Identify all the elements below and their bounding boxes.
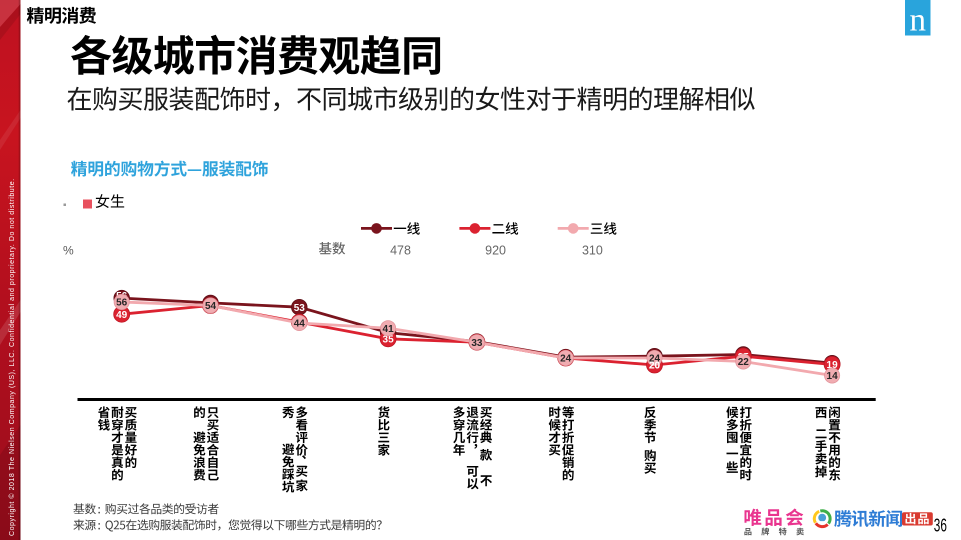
svg-text:56: 56	[116, 298, 128, 309]
svg-text:53: 53	[294, 303, 306, 314]
svg-text:478: 478	[390, 244, 411, 258]
svg-text:n: n	[909, 3, 926, 39]
svg-text:41: 41	[383, 324, 395, 335]
svg-text:14: 14	[827, 371, 839, 382]
svg-text:20: 20	[649, 361, 661, 372]
svg-text:22: 22	[738, 357, 750, 368]
svg-text:24: 24	[649, 354, 661, 365]
svg-text:310: 310	[582, 244, 603, 258]
svg-text:19: 19	[827, 360, 839, 371]
svg-text:49: 49	[116, 310, 128, 321]
svg-text:36: 36	[934, 516, 947, 536]
svg-text:Copyright © 2018 The Nielsen C: Copyright © 2018 The Nielsen Company (US…	[8, 178, 16, 536]
svg-text:44: 44	[294, 319, 306, 330]
svg-text:%: %	[63, 244, 74, 258]
svg-text:24: 24	[560, 354, 572, 365]
svg-text:20: 20	[649, 360, 661, 371]
svg-text:54: 54	[205, 301, 217, 312]
svg-text:33: 33	[471, 338, 483, 349]
svg-text:35: 35	[383, 334, 395, 345]
svg-text:920: 920	[485, 244, 506, 258]
